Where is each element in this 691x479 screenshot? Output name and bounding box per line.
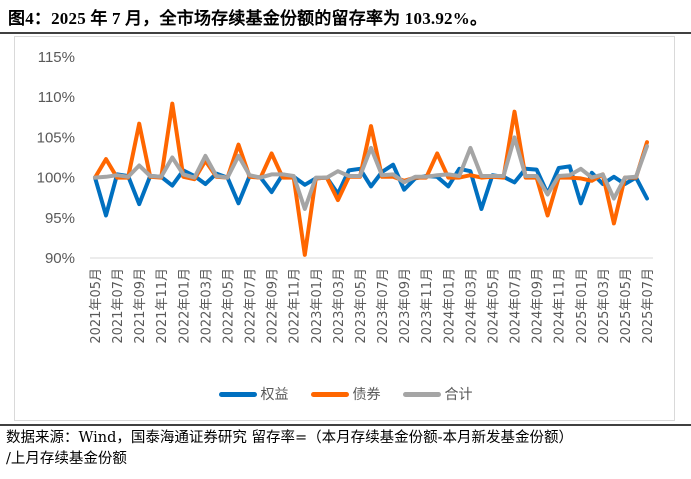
chart-legend: 权益 债券 合计 — [0, 384, 691, 404]
x-tick-label: 2025年05月 — [619, 268, 634, 344]
legend-item-equity: 权益 — [218, 384, 289, 404]
figure-title: 图4：2025 年 7 月，全市场存续基金份额的留存率为 103.92%。 — [8, 9, 488, 28]
legend-swatch-bond — [310, 391, 349, 397]
y-tick-label: 95% — [45, 210, 75, 227]
x-tick-label: 2022年01月 — [177, 268, 192, 344]
legend-swatch-equity — [218, 391, 257, 397]
line-chart: 90%95%100%105%110%115% 2021年05月 2021年07月 2… — [37, 49, 656, 344]
legend-item-bond: 债券 — [310, 384, 381, 404]
x-tick-label: 2025年07月 — [641, 268, 656, 344]
x-tick-label: 2021年09月 — [133, 268, 148, 344]
footer-divider — [0, 424, 691, 426]
legend-label: 合计 — [444, 387, 473, 403]
x-tick-label: 2021年07月 — [111, 268, 126, 344]
y-tick-label: 100% — [37, 170, 75, 187]
y-tick-label: 110% — [38, 89, 75, 106]
x-tick-label: 2021年11月 — [155, 268, 170, 344]
y-axis: 90% 95% 100% 105% 110% 115% — [37, 49, 75, 267]
x-tick-label: 2022年05月 — [221, 268, 236, 344]
x-tick-label: 2022年11月 — [288, 268, 303, 344]
series-line-total — [93, 135, 649, 211]
series-lines — [93, 101, 649, 257]
x-tick-label: 2024年05月 — [486, 268, 501, 344]
legend-swatch-total — [402, 391, 441, 397]
x-tick-label: 2023年11月 — [420, 268, 435, 344]
source-line-2: /上月存续基金份额 — [6, 451, 127, 467]
legend-label: 权益 — [260, 387, 289, 403]
series-line-bond — [93, 101, 649, 257]
x-tick-label: 2024年07月 — [509, 268, 524, 344]
series-line-equity — [93, 162, 649, 218]
y-tick-label: 115% — [38, 49, 75, 66]
x-tick-label: 2023年07月 — [376, 268, 391, 344]
legend-item-total: 合计 — [402, 384, 473, 404]
x-axis: 2021年05月 2021年07月 2021年09月 2021年11月 2022年01月… — [89, 268, 656, 344]
x-tick-label: 2024年03月 — [464, 268, 479, 344]
x-tick-label: 2023年01月 — [310, 268, 325, 344]
y-tick-label: 90% — [45, 250, 75, 267]
x-tick-label: 2024年11月 — [553, 268, 568, 344]
x-tick-label: 2024年09月 — [531, 268, 546, 344]
source-line-1: 数据来源：Wind，国泰海通证券研究 留存率=（本月存续基金份额-本月新发基金份… — [6, 430, 574, 446]
x-tick-label: 2025年03月 — [597, 268, 612, 344]
x-tick-label: 2022年03月 — [199, 268, 214, 344]
x-tick-label: 2021年05月 — [89, 268, 104, 344]
x-tick-label: 2022年07月 — [244, 268, 259, 344]
legend-label: 债券 — [352, 387, 381, 403]
x-tick-label: 2023年03月 — [332, 268, 347, 344]
x-tick-label: 2022年09月 — [266, 268, 281, 344]
source-note: 数据来源：Wind，国泰海通证券研究 留存率=（本月存续基金份额-本月新发基金份… — [6, 428, 691, 470]
x-tick-label: 2023年09月 — [398, 268, 413, 344]
y-tick-label: 105% — [37, 129, 75, 146]
x-tick-label: 2024年01月 — [442, 268, 457, 344]
x-tick-label: 2023年05月 — [354, 268, 369, 344]
chart-frame — [14, 36, 675, 421]
title-divider — [0, 32, 691, 34]
x-tick-label: 2025年01月 — [575, 268, 590, 344]
